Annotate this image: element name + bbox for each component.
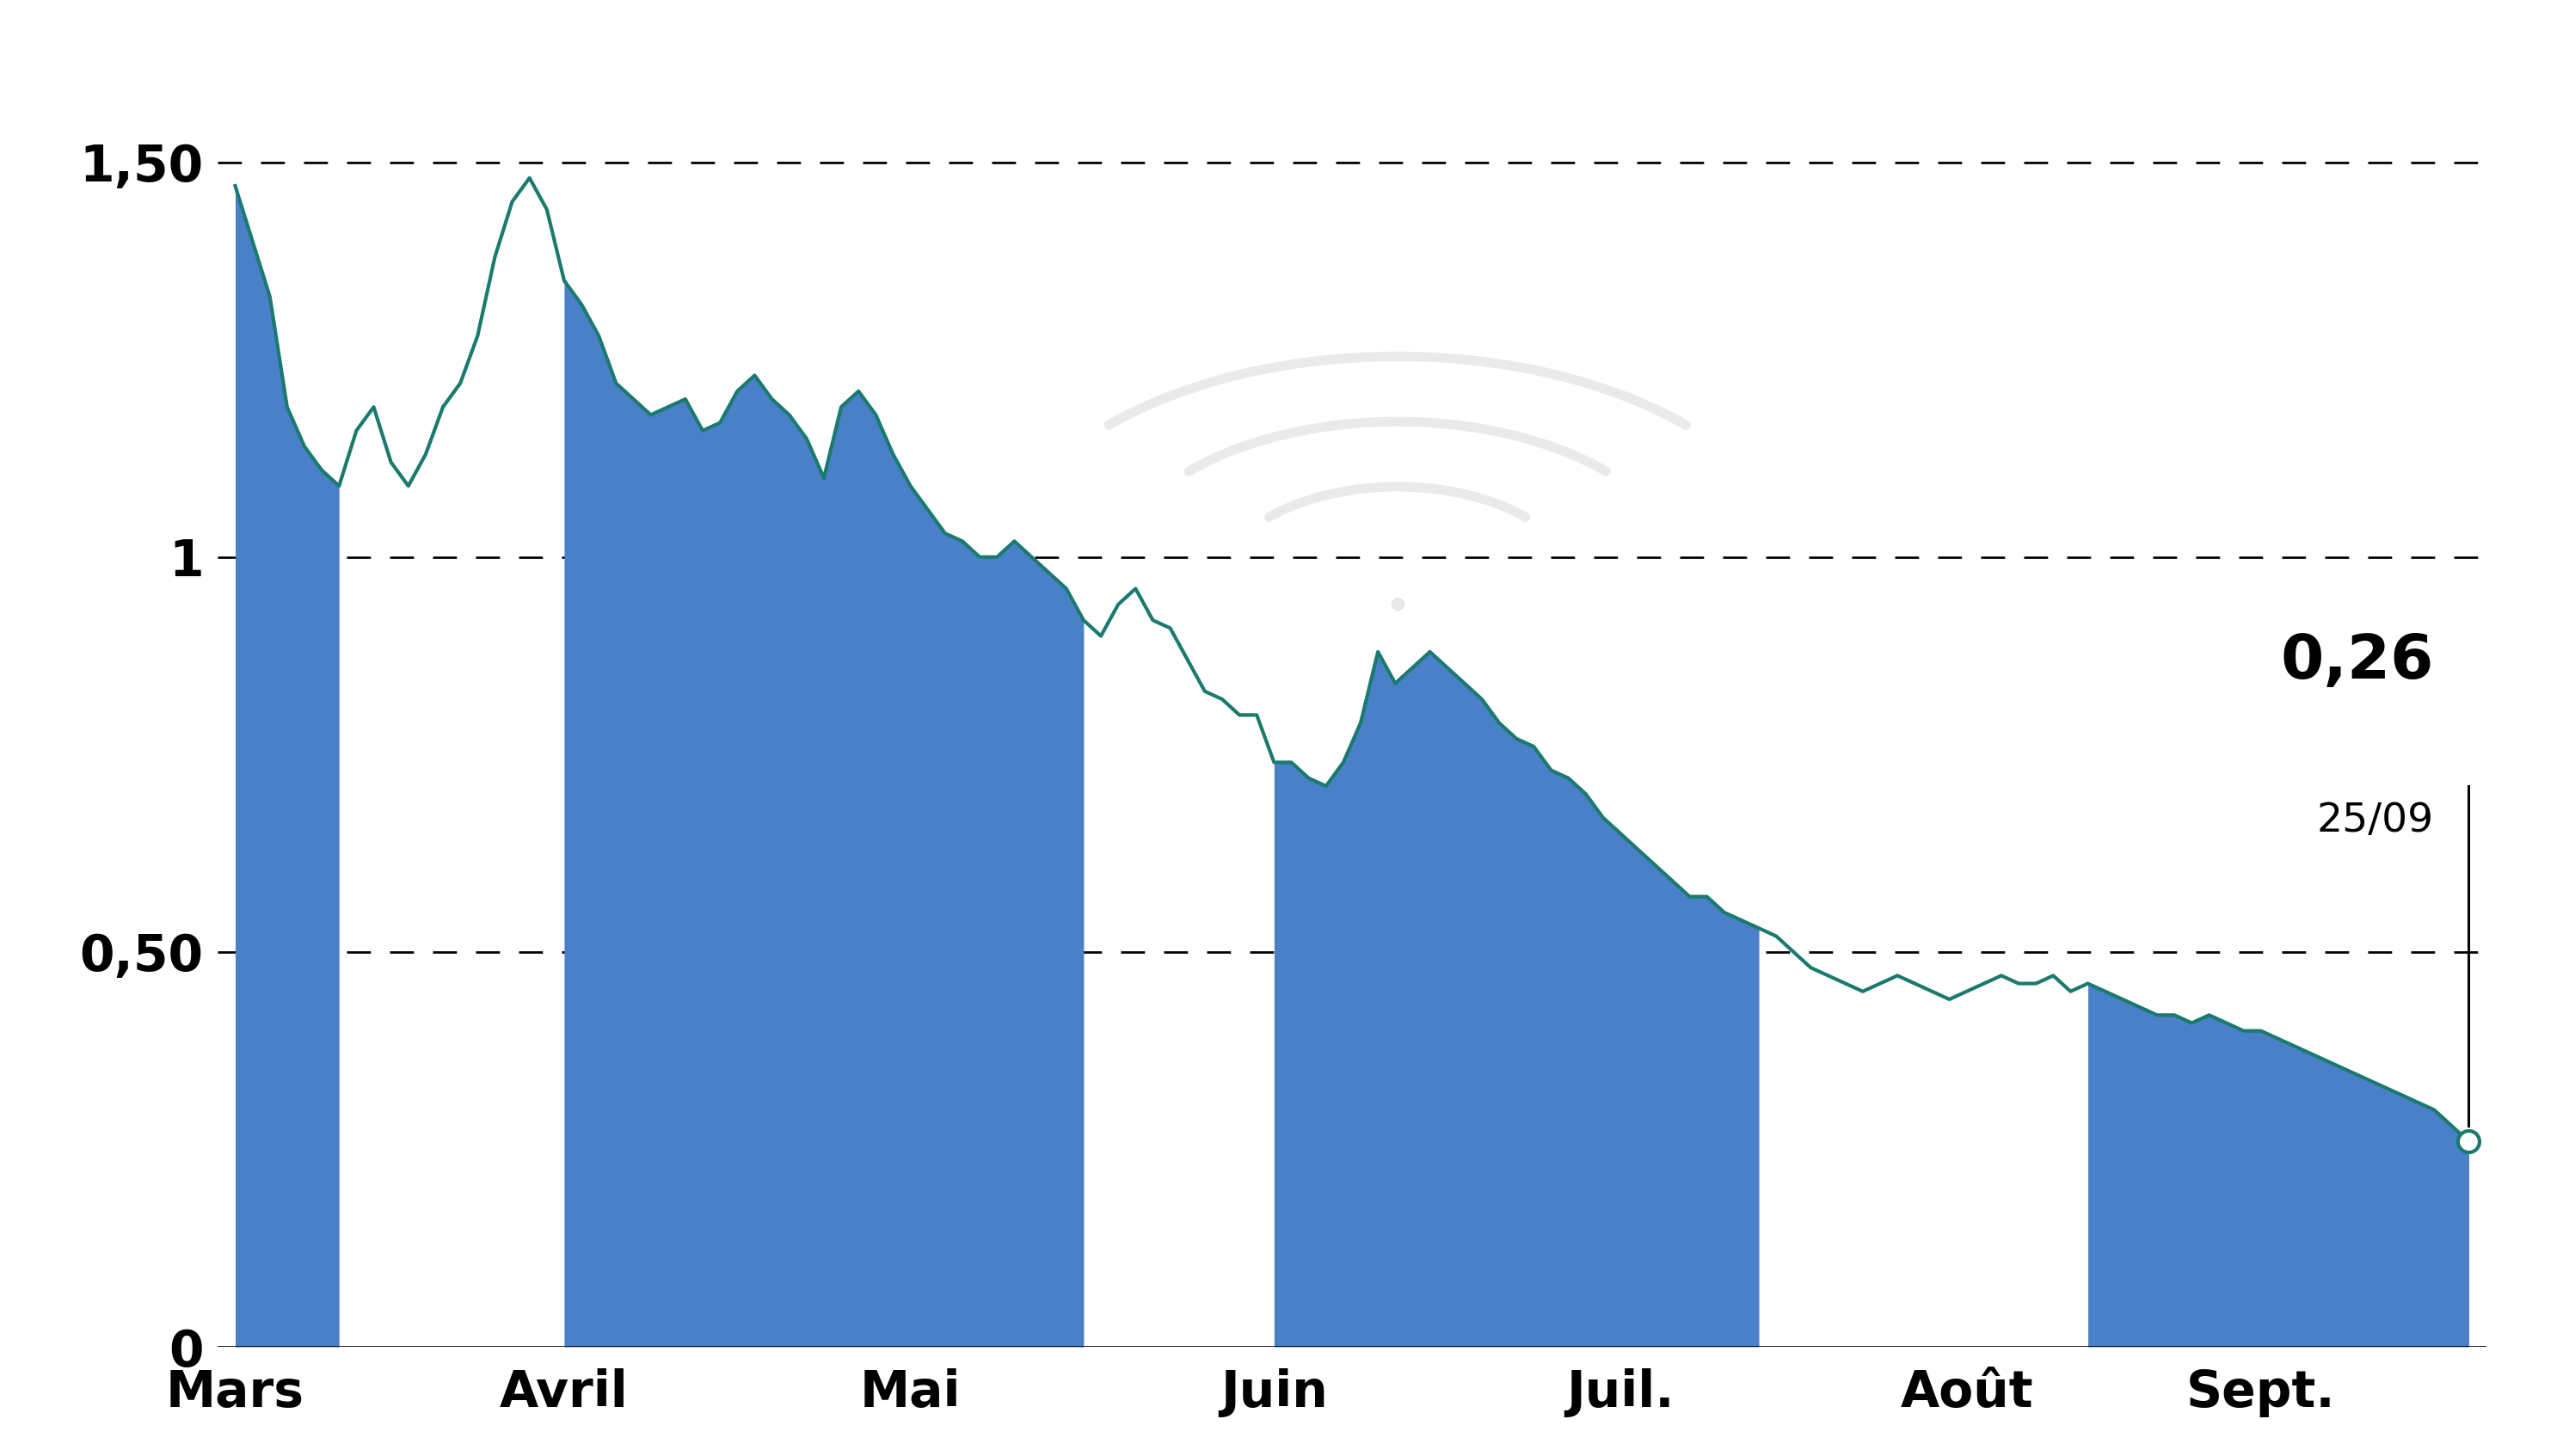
Text: 0,26: 0,26 <box>2281 632 2435 692</box>
Text: 25/09: 25/09 <box>2317 802 2435 840</box>
Text: Biotricity, Inc.: Biotricity, Inc. <box>925 16 1638 103</box>
